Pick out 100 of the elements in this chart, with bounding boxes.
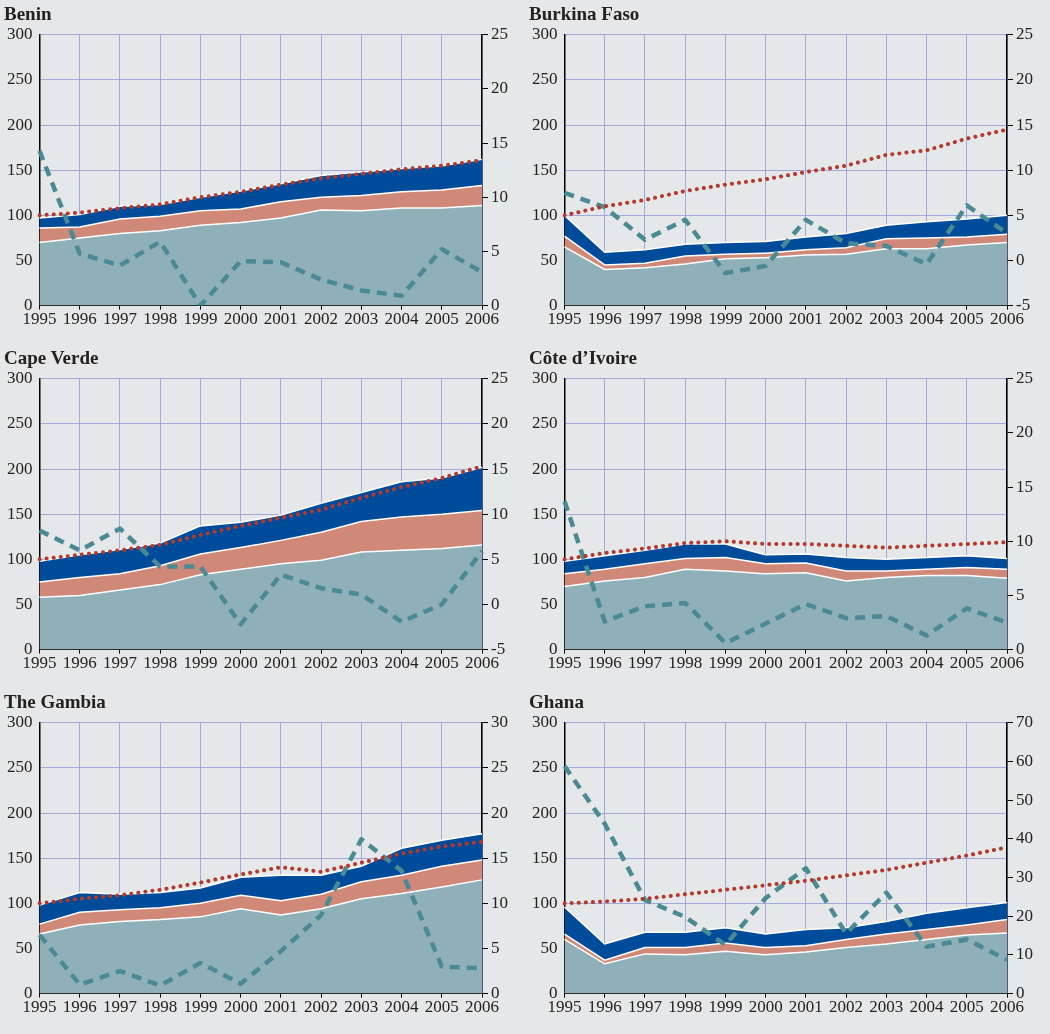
x-tick-label: 2005 xyxy=(424,653,459,673)
y-tick-label: 200 xyxy=(7,114,33,134)
y2-tick-label: 5 xyxy=(491,937,500,957)
x-tick-label: 2006 xyxy=(990,653,1024,673)
x-tick-label: 1999 xyxy=(183,997,218,1017)
chart-title: Benin xyxy=(4,3,52,25)
x-tick-label: 1997 xyxy=(102,653,138,673)
x-tick-label: 2002 xyxy=(829,309,864,329)
y2-tick-label: 50 xyxy=(1016,789,1033,809)
y-tick-label: 150 xyxy=(7,503,33,523)
y-tick-label: 100 xyxy=(7,548,33,568)
y2-tick-label: 0 xyxy=(1016,249,1025,269)
y2-tick-label: 30 xyxy=(491,712,508,732)
x-tick-label: 2001 xyxy=(788,997,823,1017)
y-tick-label: 50 xyxy=(540,249,558,269)
x-tick-label: 2004 xyxy=(909,309,945,329)
x-tick-label: 1998 xyxy=(143,997,178,1017)
y2-tick-label: 5 xyxy=(491,240,500,260)
y2-tick-label: 15 xyxy=(1016,476,1033,496)
x-tick-label: 1999 xyxy=(708,309,743,329)
y2-tick-label: 5 xyxy=(1016,584,1025,604)
y-tick-label: 200 xyxy=(7,802,33,822)
y2-tick-label: 10 xyxy=(1016,944,1033,964)
y-tick-label: 250 xyxy=(532,413,558,433)
x-tick-label: 2004 xyxy=(909,997,945,1017)
y-tick-label: 300 xyxy=(532,368,558,388)
x-tick-label: 2000 xyxy=(748,309,783,329)
y-tick-label: 200 xyxy=(532,802,558,822)
chart-title: Cape Verde xyxy=(4,347,99,369)
y2-tick-label: 20 xyxy=(491,413,508,433)
chart-title: Côte d’Ivoire xyxy=(529,347,637,369)
y-tick-label: 150 xyxy=(532,847,558,867)
x-tick-label: 1996 xyxy=(62,309,97,329)
y-tick-label: 300 xyxy=(532,24,558,44)
x-tick-label: 1996 xyxy=(62,997,97,1017)
y-tick-label: 100 xyxy=(532,548,558,568)
x-tick-label: 1995 xyxy=(547,997,582,1017)
x-tick-label: 2002 xyxy=(304,309,339,329)
y-tick-label: 50 xyxy=(15,249,33,269)
y2-tick-label: 5 xyxy=(491,548,500,568)
x-tick-label: 2002 xyxy=(829,653,864,673)
x-tick-label: 2005 xyxy=(424,309,459,329)
x-tick-label: 2001 xyxy=(788,653,823,673)
x-tick-label: 2006 xyxy=(465,309,499,329)
x-tick-label: 1995 xyxy=(22,653,57,673)
x-tick-label: 2006 xyxy=(465,653,499,673)
y2-tick-label: 5 xyxy=(1016,204,1025,224)
y-tick-label: 300 xyxy=(7,712,33,732)
y-tick-label: 200 xyxy=(7,458,33,478)
y-tick-label: 50 xyxy=(540,937,558,957)
x-tick-label: 1997 xyxy=(627,653,663,673)
y-tick-label: 50 xyxy=(540,593,558,613)
x-tick-label: 1997 xyxy=(102,997,138,1017)
y-tick-label: 100 xyxy=(7,204,33,224)
x-tick-label: 2000 xyxy=(748,653,783,673)
y-tick-label: 50 xyxy=(15,937,33,957)
y-tick-label: 100 xyxy=(532,892,558,912)
y-tick-label: 250 xyxy=(7,69,33,89)
y2-tick-label: 20 xyxy=(1016,69,1033,89)
x-tick-label: 1997 xyxy=(627,309,663,329)
x-tick-label: 2001 xyxy=(263,997,298,1017)
y2-tick-label: 40 xyxy=(1016,828,1033,848)
x-tick-label: 1995 xyxy=(22,997,57,1017)
x-tick-label: 1999 xyxy=(708,653,743,673)
y-tick-label: 50 xyxy=(15,593,33,613)
line-series xyxy=(562,763,1010,963)
y2-tick-label: 15 xyxy=(491,458,508,478)
x-tick-label: 2004 xyxy=(384,653,420,673)
x-tick-label: 2002 xyxy=(304,997,339,1017)
x-tick-label: 2002 xyxy=(829,997,864,1017)
y-tick-label: 300 xyxy=(7,368,33,388)
x-tick-label: 2004 xyxy=(909,653,945,673)
y2-tick-label: 10 xyxy=(491,186,508,206)
x-tick-label: 2004 xyxy=(384,309,420,329)
x-tick-label: 1996 xyxy=(62,653,97,673)
y2-tick-label: 10 xyxy=(491,892,508,912)
x-tick-label: 2001 xyxy=(263,309,298,329)
y-tick-label: 100 xyxy=(532,204,558,224)
line-series xyxy=(37,526,485,627)
y-tick-label: 200 xyxy=(532,458,558,478)
x-tick-label: 2005 xyxy=(949,997,984,1017)
x-tick-label: 2004 xyxy=(384,997,420,1017)
x-tick-label: 2003 xyxy=(344,997,379,1017)
y-tick-label: 150 xyxy=(7,159,33,179)
x-tick-label: 2006 xyxy=(465,997,499,1017)
y2-tick-label: 20 xyxy=(491,802,508,822)
y2-tick-label: 10 xyxy=(1016,159,1033,179)
chart-title: Ghana xyxy=(529,691,585,713)
y-tick-label: 300 xyxy=(532,712,558,732)
y2-tick-label: 20 xyxy=(1016,422,1033,442)
x-tick-label: 2000 xyxy=(223,653,258,673)
y2-tick-label: 0 xyxy=(491,593,500,613)
y-tick-label: 100 xyxy=(7,892,33,912)
x-tick-label: 2001 xyxy=(263,653,298,673)
x-tick-label: 1998 xyxy=(668,997,703,1017)
y-tick-label: 250 xyxy=(532,757,558,777)
y-tick-label: 150 xyxy=(7,847,33,867)
x-tick-label: 2003 xyxy=(869,309,904,329)
x-tick-label: 1998 xyxy=(143,309,178,329)
x-tick-label: 2003 xyxy=(344,309,379,329)
